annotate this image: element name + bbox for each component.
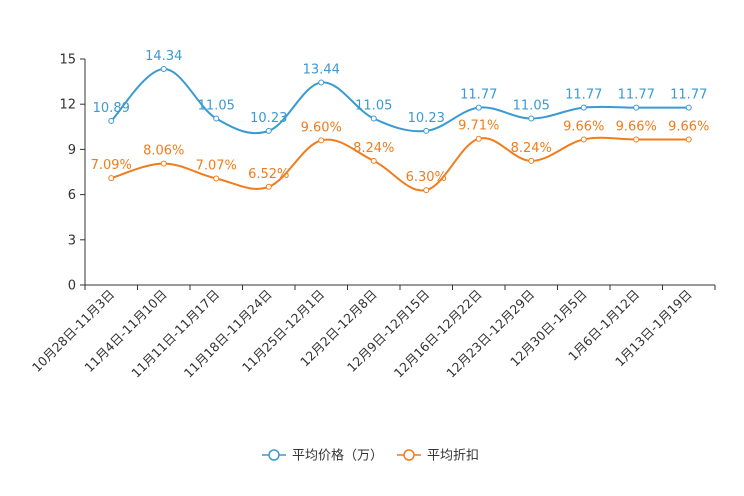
legend-marker-icon	[268, 449, 280, 461]
data-label: 13.44	[303, 63, 340, 78]
data-label: 10.23	[250, 111, 287, 126]
data-label: 14.34	[145, 49, 182, 64]
data-labels: 10.89 14.34 11.05 10.23 13.44 11.05 10.23 11.77…	[91, 49, 710, 185]
y-tick-label: 9	[68, 143, 76, 158]
data-point	[318, 137, 325, 144]
y-tick-label: 12	[59, 98, 76, 113]
data-label: 11.05	[355, 99, 392, 114]
data-label: 8.24%	[511, 141, 552, 156]
data-point	[685, 136, 692, 143]
data-point	[265, 183, 272, 190]
data-label: 11.77	[565, 88, 602, 103]
data-label: 9.66%	[668, 119, 709, 134]
data-point	[213, 175, 220, 182]
data-label: 7.07%	[196, 158, 237, 173]
data-label: 9.66%	[616, 119, 657, 134]
data-point	[108, 175, 115, 182]
legend-item-avg-price[interactable]: 平均价格（万）	[262, 448, 383, 464]
legend-label: 平均价格（万）	[292, 448, 383, 464]
legend-marker-icon	[403, 449, 415, 461]
data-label: 8.24%	[353, 141, 394, 156]
y-tick-label: 0	[68, 279, 76, 294]
data-point	[318, 79, 325, 86]
data-point	[108, 117, 115, 124]
y-tick-label: 6	[68, 188, 76, 203]
data-label: 9.60%	[301, 120, 342, 135]
data-point	[423, 187, 430, 194]
x-tick-label: 11月11日-11月17日	[128, 287, 222, 381]
data-point	[633, 104, 640, 111]
data-label: 8.06%	[143, 144, 184, 159]
data-label: 9.66%	[563, 119, 604, 134]
data-point	[160, 65, 167, 72]
data-point	[528, 157, 535, 164]
legend[interactable]: 平均价格（万） 平均折扣	[262, 448, 479, 464]
data-label: 11.77	[618, 88, 655, 103]
data-label: 10.23	[408, 111, 445, 126]
data-label: 6.30%	[406, 170, 447, 185]
data-point	[265, 127, 272, 134]
data-point	[370, 115, 377, 122]
data-point	[580, 104, 587, 111]
data-point	[685, 104, 692, 111]
x-tick-label: 12月16日-12月22日	[391, 287, 485, 381]
data-label: 11.05	[198, 99, 235, 114]
data-label: 6.52%	[248, 167, 289, 182]
data-label: 11.77	[670, 88, 707, 103]
data-point	[475, 104, 482, 111]
data-point	[475, 135, 482, 142]
data-point	[213, 115, 220, 122]
legend-label: 平均折扣	[427, 449, 479, 464]
data-label: 10.89	[93, 101, 130, 116]
legend-item-avg-discount[interactable]: 平均折扣	[397, 449, 479, 464]
data-label: 9.71%	[458, 119, 499, 134]
data-label: 11.05	[513, 99, 550, 114]
data-label: 7.09%	[91, 158, 132, 173]
data-point	[633, 136, 640, 143]
series-layer	[108, 65, 692, 194]
data-label: 11.77	[460, 88, 497, 103]
data-point	[580, 136, 587, 143]
x-tick-label: 11月18日-11月24日	[181, 287, 275, 381]
data-point	[423, 127, 430, 134]
y-tick-label: 15	[59, 53, 76, 68]
data-point	[370, 157, 377, 164]
data-point	[160, 160, 167, 167]
y-tick-label: 3	[68, 233, 76, 248]
x-tick-label: 12月23日-12月29日	[443, 287, 537, 381]
data-point	[528, 115, 535, 122]
